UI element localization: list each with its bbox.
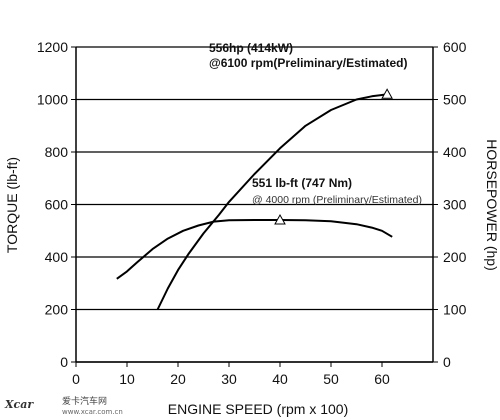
y-tick-label-right: 500 bbox=[443, 92, 467, 108]
y-tick-label-right: 600 bbox=[443, 39, 467, 55]
torque-peak-title: 551 lb-ft (747 Nm) bbox=[252, 176, 352, 190]
y-tick-label-right: 400 bbox=[443, 144, 467, 160]
x-tick-label: 20 bbox=[170, 371, 186, 387]
torque-peak-marker bbox=[274, 213, 286, 225]
y-tick-label-right: 100 bbox=[443, 302, 467, 318]
y-tick-label-left: 600 bbox=[45, 197, 69, 213]
y-tick-label-left: 800 bbox=[45, 144, 69, 160]
y-axis-label-right: HORSEPOWER (hp) bbox=[484, 139, 500, 270]
x-axis-label: ENGINE SPEED (rpm x 100) bbox=[168, 401, 349, 417]
x-tick-label: 50 bbox=[323, 371, 339, 387]
x-tick-label: 30 bbox=[221, 371, 237, 387]
watermark-logo: Xcar bbox=[4, 398, 34, 411]
hp-peak-marker bbox=[381, 88, 393, 99]
y-tick-label-right: 0 bbox=[443, 354, 451, 370]
annotations: 556hp (414kW)@6100 rpm(Preliminary/Estim… bbox=[209, 41, 422, 225]
y-tick-label-left: 1200 bbox=[37, 39, 68, 55]
hp-peak-subtitle: @6100 rpm(Preliminary/Estimated) bbox=[209, 56, 407, 70]
hp-peak-title: 556hp (414kW) bbox=[209, 41, 293, 55]
y-tick-label-left: 1000 bbox=[37, 92, 68, 108]
y-axis-label-left: TORQUE (lb-ft) bbox=[4, 157, 20, 253]
y-tick-label-left: 200 bbox=[45, 302, 69, 318]
x-tick-label: 10 bbox=[119, 371, 135, 387]
y-tick-label-left: 0 bbox=[60, 354, 68, 370]
x-tick-label: 40 bbox=[272, 371, 288, 387]
torque-line bbox=[116, 219, 393, 280]
torque-peak-subtitle: @ 4000 rpm (Preliminary/Estimated) bbox=[252, 194, 422, 206]
watermark: Xcar 爱卡汽车网 www.xcar.com.cn bbox=[4, 395, 123, 416]
watermark-text: 爱卡汽车网 bbox=[62, 395, 107, 407]
x-tick-label: 0 bbox=[72, 371, 80, 387]
gridlines bbox=[76, 46, 433, 363]
y-tick-label-right: 300 bbox=[443, 197, 467, 213]
x-tick-label: 60 bbox=[374, 371, 390, 387]
tick-labels: 0200400600800100012000100200300400500600… bbox=[37, 39, 467, 387]
horsepower-line bbox=[156, 93, 388, 310]
y-tick-label-right: 200 bbox=[443, 249, 467, 265]
watermark-url: www.xcar.com.cn bbox=[62, 408, 123, 416]
y-tick-label-left: 400 bbox=[45, 249, 69, 265]
data-series bbox=[116, 93, 393, 310]
